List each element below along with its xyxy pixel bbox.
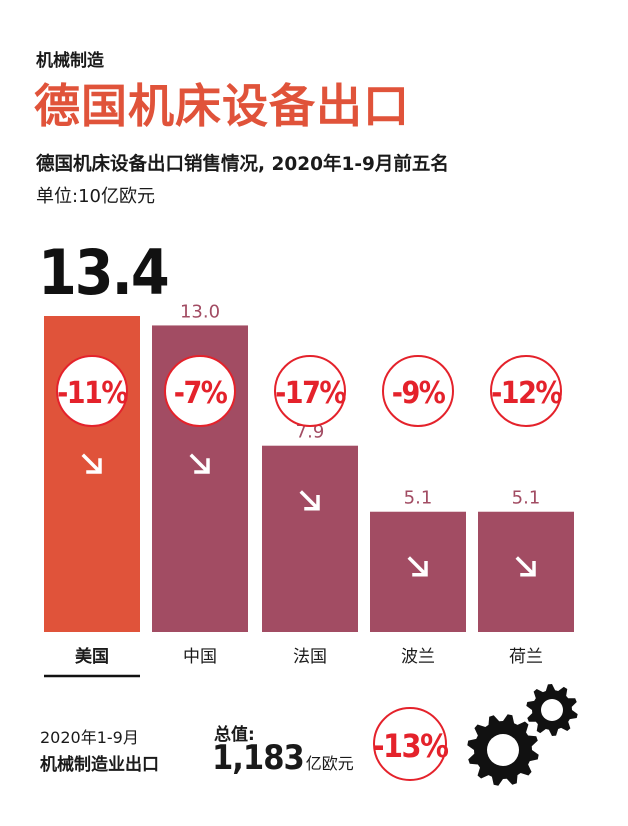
category-label: 波兰 [401, 647, 435, 667]
bar-4 [370, 511, 466, 632]
total-row: 1,183 亿欧元 [212, 738, 354, 778]
unit-label: 单位:10亿欧元 [36, 186, 155, 207]
arrow-down-right-icon [515, 556, 536, 577]
kicker: 机械制造 [36, 51, 104, 71]
change-badge [274, 355, 346, 427]
category-label: 法国 [293, 647, 327, 667]
value-label: 13.0 [180, 301, 220, 322]
category-label: 荷兰 [509, 647, 543, 667]
value-label: 7.9 [296, 422, 325, 443]
summary-label: 机械制造业出口 [40, 755, 159, 775]
value-label: 5.1 [404, 488, 433, 509]
total-label: 总值: [214, 725, 255, 745]
category-label: 美国 [75, 646, 109, 667]
arrow-down-right-icon [189, 453, 210, 474]
change-badge [382, 355, 454, 427]
change-badge [164, 355, 236, 427]
change-badge [490, 355, 562, 427]
summary-change-label: -13% [373, 727, 449, 765]
value-label-highlight: 13.4 [38, 236, 168, 309]
change-label: -17% [275, 376, 346, 411]
page-title: 德国机床设备出口 [34, 79, 410, 133]
change-badge [56, 355, 128, 427]
value-label: 5.1 [512, 488, 541, 509]
chart-subtitle: 德国机床设备出口销售情况, 2020年1-9月前五名 [36, 154, 449, 175]
gears-icon [467, 684, 578, 786]
change-label: -9% [392, 376, 446, 411]
arrow-down-right-icon [81, 453, 102, 474]
total-unit: 亿欧元 [305, 754, 354, 773]
summary-change-badge [373, 707, 447, 781]
bar-3 [262, 445, 358, 632]
change-label: -11% [57, 376, 128, 411]
change-label: -12% [491, 376, 562, 411]
change-label: -7% [174, 376, 228, 411]
bar-5 [478, 511, 574, 632]
arrow-down-right-icon [407, 556, 428, 577]
summary-period: 2020年1-9月 [40, 728, 139, 747]
total-value: 1,183 [212, 738, 305, 778]
arrow-down-right-icon [299, 490, 320, 511]
category-label: 中国 [183, 647, 217, 667]
